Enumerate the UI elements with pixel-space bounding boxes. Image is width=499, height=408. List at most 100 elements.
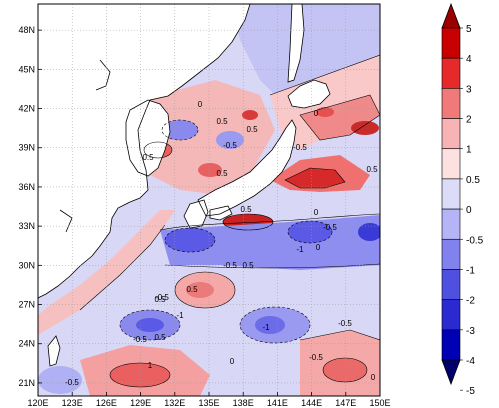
land-kyushu [184, 200, 208, 228]
lat-tick-label: 33N [18, 221, 35, 231]
colorbar-label: 1 [466, 145, 472, 156]
contour-label: 0 [314, 109, 319, 118]
land-hokkaido [288, 80, 330, 108]
contour-label: -0.5 [65, 378, 79, 387]
colorbar-label: 2 [466, 115, 472, 126]
lon-tick-label: 135E [198, 398, 219, 408]
colorbar-label: -1 [466, 265, 475, 276]
lon-tick-label: 132E [164, 398, 185, 408]
anomaly-positive-core-north [300, 95, 380, 140]
anomaly-positive-south-east-core [323, 358, 367, 382]
contour-label: -1 [176, 311, 184, 320]
contour-label: 0.5 [242, 261, 254, 270]
colorbar-box [441, 118, 461, 150]
anomaly-negative-25n-east-core [255, 316, 285, 334]
lon-tick-label: 129E [130, 398, 151, 408]
lon-tick-label: 141E [267, 398, 288, 408]
contour-label: -0.5 [309, 353, 323, 362]
colorbar-box [441, 88, 461, 119]
colorbar-label: 3 [466, 84, 472, 95]
anomaly-positive-spot-2 [316, 107, 334, 117]
colorbar-label: -5 [466, 386, 475, 397]
colorbar-label: 4 [466, 54, 472, 65]
colorbar-box [441, 238, 461, 270]
colorbar-box [441, 269, 461, 300]
land-korea [126, 100, 170, 176]
lon-tick-label: 126E [96, 398, 117, 408]
land-sakhalin [288, 4, 304, 82]
contour-label: 0.5 [154, 333, 166, 342]
longitude-axis: 120E 123E 126E 129E 132E 135E 138E 141E 144E 147E… [27, 392, 391, 408]
contour-label: 0.5 [366, 165, 378, 174]
anomaly-sea-of-japan-pos-2 [198, 163, 222, 177]
contour-label: -0.5 [223, 261, 237, 270]
lat-tick-label: 42N [18, 104, 35, 114]
contour-label: -0.5 [133, 335, 147, 344]
lon-tick-label: 120E [27, 398, 48, 408]
anomaly-positive-27n-core [186, 282, 214, 298]
contour-label: 0 [371, 373, 376, 382]
anomaly-negative-22n [38, 366, 82, 394]
contour-label: 0 [198, 100, 203, 109]
anomaly-positive-south-22n-core [110, 363, 170, 387]
colorbar-box [441, 57, 461, 89]
contour-label: -0.5 [338, 319, 352, 328]
colorbar-box [441, 148, 461, 180]
anomaly-positive-spot-1 [351, 121, 379, 135]
contour-label-layer: 0.500.5-0.50.50-0.50-0.50.5-1 0-0.5 0.50.5… [65, 100, 378, 387]
colorbar-box [441, 178, 461, 210]
latitude-axis: 48N 45N 42N 39N 36N 33N 30N 27N 24N 21N [18, 25, 42, 388]
lat-tick-label: 30N [18, 260, 35, 270]
anomaly-sea-of-japan-pos-3 [242, 110, 258, 120]
land-honshu [198, 120, 296, 216]
anomaly-sea-of-japan-neg-2 [216, 131, 244, 149]
contour-label: 0.5 [154, 295, 166, 304]
lat-tick-label: 39N [18, 143, 35, 153]
lat-tick-label: 21N [18, 378, 35, 388]
lon-tick-label: 144E [301, 398, 322, 408]
colorbar: 5 4 3 2 1 0.5 0 -0.5 -1 -2 -3 -4 -5 [441, 2, 484, 397]
contour-label: 0.5 [186, 285, 198, 294]
coastlines [38, 4, 331, 367]
lon-tick-label: 138E [233, 398, 254, 408]
gridlines [38, 4, 380, 396]
lat-tick-label: 48N [18, 25, 35, 35]
lat-tick-label: 27N [18, 300, 35, 310]
colorbar-label: 0 [466, 205, 472, 216]
colorbar-label: -4 [466, 356, 475, 367]
contour-label: 0.5 [246, 125, 258, 134]
contour-lines [79, 54, 380, 388]
colorbar-label: -3 [466, 326, 475, 337]
colorbar-extend-bottom [441, 359, 461, 386]
colorbar-label: 0.5 [466, 175, 480, 186]
colorbar-extend-top [441, 2, 461, 29]
contour-label: -0.5 [223, 141, 237, 150]
contour-label: -0.5 [323, 223, 337, 232]
contour-label: -1 [296, 245, 304, 254]
contour-label: -0.5 [293, 143, 307, 152]
colorbar-box [441, 208, 461, 240]
lat-tick-label: 45N [18, 64, 35, 74]
contour-label: -1 [262, 323, 270, 332]
lon-tick-label: 147E [335, 398, 356, 408]
contour-label: 1 [148, 361, 153, 370]
anomaly-negative-core-3 [358, 223, 380, 241]
anomaly-negative-core-2 [288, 221, 332, 243]
anomaly-negative-25n-core [136, 318, 164, 332]
contour-label: 0.5 [240, 205, 252, 214]
contour-label: -0.5 [155, 293, 169, 302]
contour-label: 0.5 [142, 153, 154, 162]
lat-tick-label: 24N [18, 339, 35, 349]
colorbar-box [441, 299, 461, 331]
contour-label: 0 [314, 208, 319, 217]
colorbar-box [441, 27, 461, 59]
contour-label: 0.5 [216, 169, 228, 178]
land-asia [38, 4, 250, 298]
colorbar-label: -0.5 [466, 235, 484, 246]
map-panel [38, 4, 380, 396]
contour-label: 0.5 [216, 117, 228, 126]
colorbar-label: 5 [466, 24, 472, 35]
anomaly-negative-core-1 [165, 228, 215, 252]
anomaly-sea-of-japan-neg-1 [162, 120, 198, 140]
